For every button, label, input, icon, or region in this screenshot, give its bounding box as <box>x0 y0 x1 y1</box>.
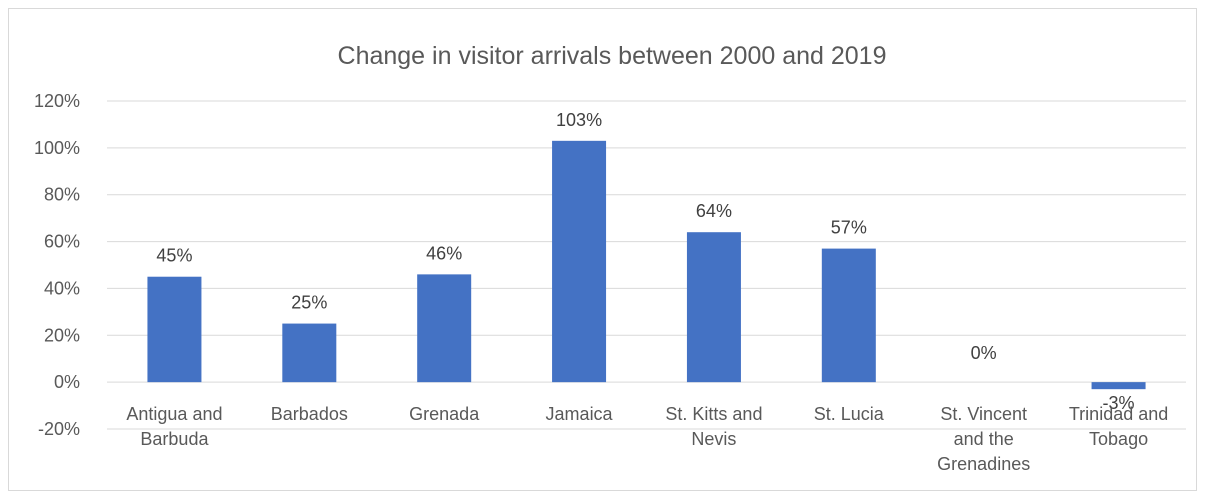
y-tick-label: 120% <box>34 91 80 111</box>
data-label: 25% <box>291 293 327 313</box>
bar <box>821 248 876 383</box>
bar <box>1091 382 1146 390</box>
category-label: Barbados <box>271 404 348 424</box>
bar <box>552 140 607 383</box>
category-label: Grenada <box>409 404 480 424</box>
category-labels: Antigua and Barbuda Barbados Grenada Jamaica… <box>126 404 1168 474</box>
data-labels: 45% 25% 46% 103% 64% 57% 0% -3% <box>156 110 1134 413</box>
category-label: Jamaica <box>546 404 614 424</box>
data-label: 103% <box>556 110 602 130</box>
data-label: 57% <box>831 218 867 238</box>
category-label: St. Vincent and the Grenadines <box>937 404 1030 474</box>
y-axis-tick-labels: -20% 0% 20% 40% 60% 80% 100% 120% <box>34 91 80 439</box>
y-tick-label: 40% <box>44 278 80 298</box>
category-label: Antigua and Barbuda <box>126 404 222 449</box>
data-label: 45% <box>156 246 192 266</box>
bar <box>282 323 337 383</box>
gridlines <box>107 100 1186 430</box>
y-tick-label: 60% <box>44 232 80 252</box>
y-tick-label: 100% <box>34 138 80 158</box>
y-tick-label: 0% <box>54 372 80 392</box>
chart-title: Change in visitor arrivals between 2000 … <box>338 42 887 70</box>
bar <box>417 274 472 383</box>
bar <box>686 232 741 383</box>
data-label: -3% <box>1103 393 1135 413</box>
category-label: St. Lucia <box>814 404 885 424</box>
data-label: 64% <box>696 201 732 221</box>
bars <box>147 140 1146 390</box>
y-tick-label: 80% <box>44 185 80 205</box>
y-tick-label: 20% <box>44 325 80 345</box>
category-label: St. Kitts and Nevis <box>665 404 762 449</box>
category-label: Trinidad and Tobago <box>1069 404 1168 449</box>
y-tick-label: -20% <box>38 419 80 439</box>
data-label: 46% <box>426 243 462 263</box>
bar <box>147 276 202 383</box>
data-label: 0% <box>971 343 997 363</box>
